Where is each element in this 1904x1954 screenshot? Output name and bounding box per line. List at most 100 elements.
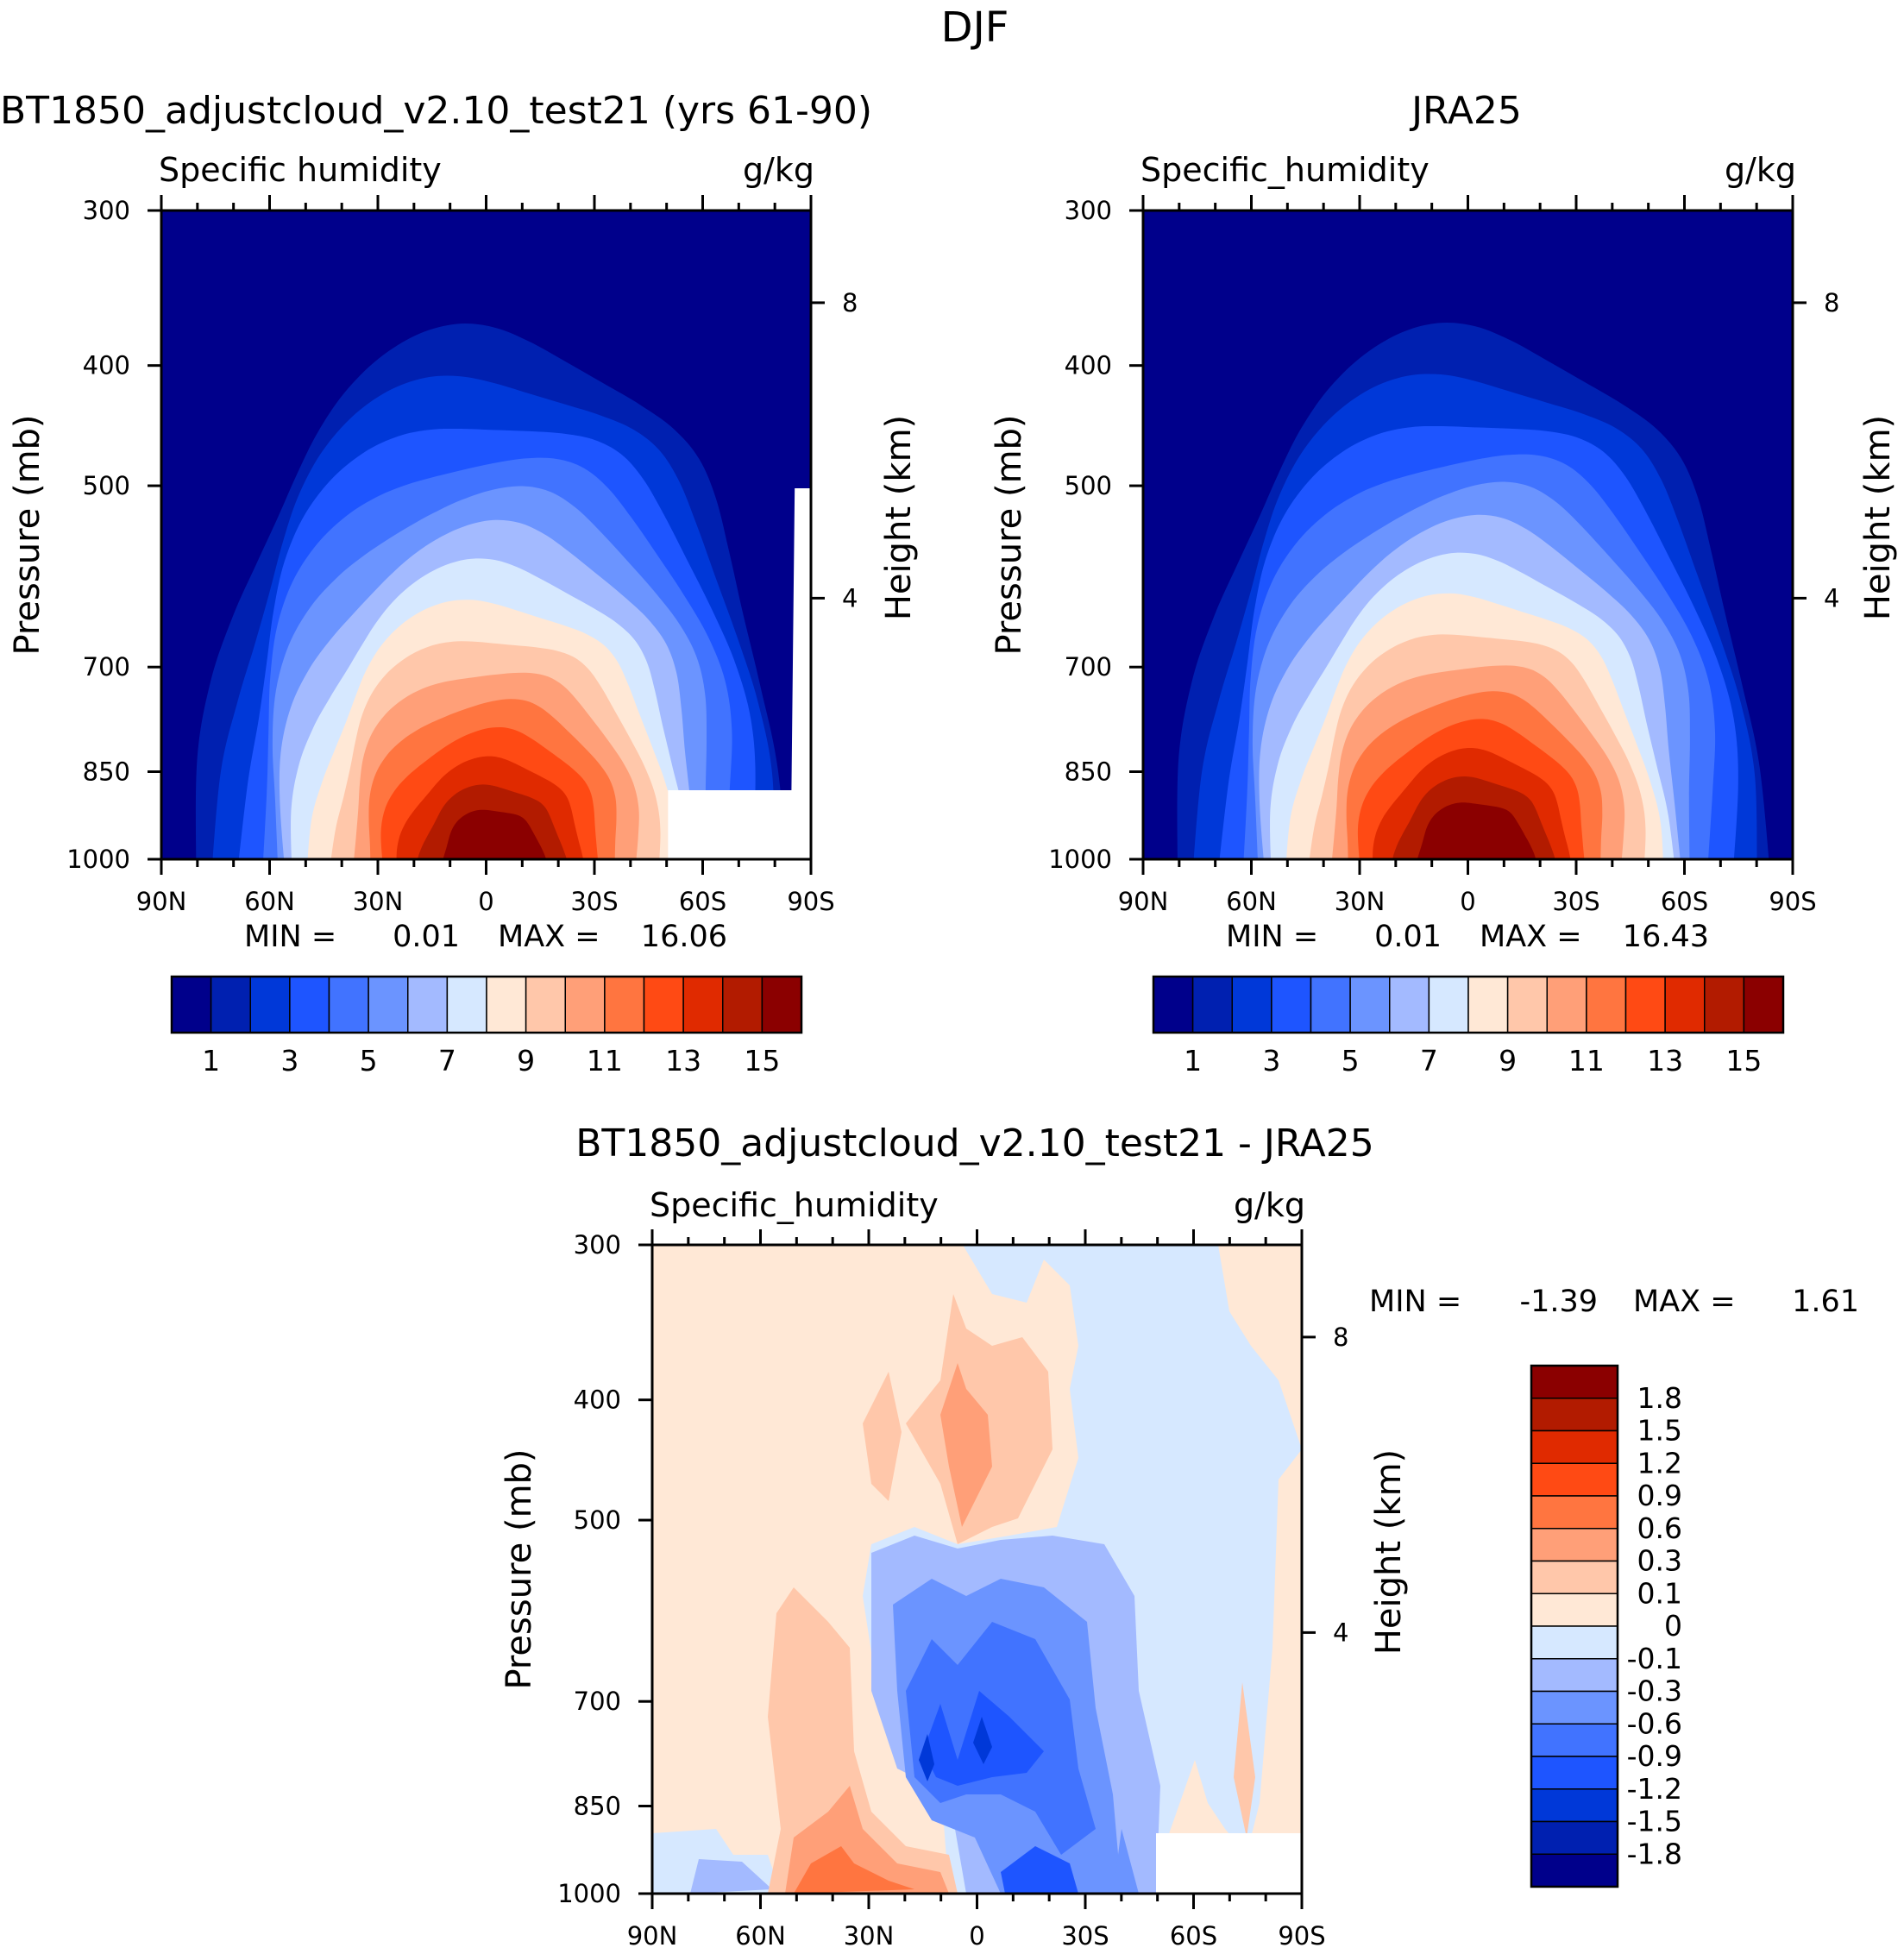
colorbar-label: 7 <box>438 1044 456 1078</box>
y-tick-label: 850 <box>83 757 130 786</box>
y-tick-label: 500 <box>1065 471 1112 500</box>
figure-title: DJF <box>941 3 1009 52</box>
panel-1-colorbar: 1 3 5 7 9 11 13 15 <box>170 975 803 1078</box>
colorbar-box <box>1467 976 1509 1034</box>
contour-positive-southern <box>1218 1245 1302 1449</box>
colorbar-box <box>1743 976 1784 1034</box>
x-tick-label: 60N <box>244 887 295 916</box>
contour-positive-upper-3 <box>940 1363 992 1527</box>
colorbar-label: 0.3 <box>1637 1544 1682 1578</box>
colorbar-label: 1 <box>202 1044 220 1078</box>
panel-1-contours <box>161 210 811 859</box>
colorbar-frame <box>1530 1364 1619 1888</box>
colorbar-label: -0.6 <box>1627 1706 1682 1740</box>
panel-3-contours <box>652 1245 1302 1894</box>
x-tick-label: 30S <box>570 887 618 916</box>
colorbar-label: 11 <box>587 1044 623 1078</box>
colorbar-box <box>1530 1429 1618 1464</box>
y-tick-label: 500 <box>574 1505 621 1535</box>
contour-negative-surface <box>1001 1846 1078 1894</box>
colorbar-box <box>1530 1690 1618 1725</box>
x-tick-label: 0 <box>969 1921 984 1951</box>
panel-3-max-value: 1.61 <box>1792 1285 1859 1319</box>
masked-region <box>668 488 811 859</box>
panel-1-units: g/kg <box>743 151 814 189</box>
contour-level-15 <box>443 809 547 859</box>
x-tick-label: 30S <box>1552 887 1599 916</box>
x-tick-label: 30N <box>353 887 404 916</box>
colorbar-label: 1.5 <box>1637 1414 1682 1448</box>
panel-1-min-label: MIN = <box>244 920 336 954</box>
contour-level-15 <box>1417 802 1536 859</box>
y-tick-label: 300 <box>574 1230 621 1260</box>
colorbar-box <box>1506 976 1548 1034</box>
y-tick-label: 400 <box>1065 351 1112 380</box>
colorbar-box <box>1546 976 1587 1034</box>
colorbar-label: 9 <box>1499 1044 1517 1078</box>
panel-2-units: g/kg <box>1725 151 1796 189</box>
height-tick-label: 4 <box>1824 583 1839 613</box>
colorbar-label: 5 <box>1342 1044 1360 1078</box>
y-axis-label: Pressure (mb) <box>500 1448 539 1689</box>
panel-3-variable: Specific_humidity <box>650 1186 939 1224</box>
colorbar-box <box>1530 1625 1618 1660</box>
colorbar-box <box>1428 976 1469 1034</box>
colorbar-box <box>1191 976 1233 1034</box>
x-tick-label: 30S <box>1061 1921 1109 1951</box>
colorbar-label: 1.8 <box>1637 1381 1682 1415</box>
panel-1-max-value: 16.06 <box>641 920 727 954</box>
x-tick-label: 30N <box>844 1921 895 1951</box>
colorbar-box <box>1530 1723 1618 1757</box>
colorbar-box <box>1586 976 1627 1034</box>
colorbar-box <box>1624 976 1666 1034</box>
panel-2-contours <box>1143 210 1793 859</box>
colorbar-box <box>761 976 802 1034</box>
panel-2-min-value: 0.01 <box>1374 920 1442 954</box>
colorbar-label: 0.9 <box>1637 1479 1682 1512</box>
colorbar-box <box>1389 976 1430 1034</box>
height-tick-label: 8 <box>842 288 858 317</box>
x-tick-label: 90N <box>627 1921 678 1951</box>
height-tick-label: 4 <box>1333 1618 1348 1647</box>
colorbar-box <box>328 976 369 1034</box>
colorbar-label: 1.2 <box>1637 1446 1682 1480</box>
colorbar-box <box>1530 1365 1618 1399</box>
x-tick-label: 60S <box>1661 887 1708 916</box>
colorbar-label: -0.9 <box>1627 1739 1682 1773</box>
colorbar-box <box>1530 1593 1618 1627</box>
right-axis-label: Height (km) <box>879 415 919 620</box>
colorbar-label: -1.2 <box>1627 1772 1682 1806</box>
colorbar-box <box>486 976 527 1034</box>
contour-negative-strongest <box>973 1717 992 1764</box>
colorbar-label: -1.5 <box>1627 1805 1682 1838</box>
right-axis-label: Height (km) <box>1369 1449 1409 1655</box>
panel-3-colorbar: 1.81.51.20.90.60.30.10-0.1-0.3-0.6-0.9-1… <box>1530 1364 1682 1888</box>
colorbar-box <box>1530 1788 1618 1823</box>
panel-3-plot <box>650 1243 1304 1895</box>
y-tick-label: 300 <box>83 196 130 225</box>
contour-negative-northern-2 <box>690 1859 772 1894</box>
right-axis-label: Height (km) <box>1858 415 1898 620</box>
y-tick-label: 850 <box>574 1791 621 1820</box>
colorbar-box <box>564 976 606 1034</box>
panel-2-min-label: MIN = <box>1226 920 1318 954</box>
height-tick-label: 4 <box>842 583 858 613</box>
contour-negative-surface-2 <box>1113 1829 1139 1894</box>
colorbar-box <box>643 976 684 1034</box>
colorbar-label: 3 <box>1262 1044 1280 1078</box>
panel-2-colorbar: 1 3 5 7 9 11 13 15 <box>1152 975 1785 1078</box>
y-axis-label: Pressure (mb) <box>990 414 1029 655</box>
height-tick-label: 8 <box>1333 1323 1348 1352</box>
x-tick-label: 90S <box>1769 887 1816 916</box>
x-tick-label: 90S <box>1278 1921 1325 1951</box>
colorbar-box <box>1664 976 1706 1034</box>
colorbar-label: 0.6 <box>1637 1511 1682 1545</box>
colorbar-box <box>682 976 724 1034</box>
colorbar-box <box>1530 1528 1618 1562</box>
colorbar-box <box>1271 976 1312 1034</box>
panel-1-max-label: MAX = <box>498 920 600 954</box>
colorbar-label: 3 <box>280 1044 298 1078</box>
colorbar-label: 1 <box>1184 1044 1202 1078</box>
contour-negative-strongest <box>919 1734 934 1781</box>
